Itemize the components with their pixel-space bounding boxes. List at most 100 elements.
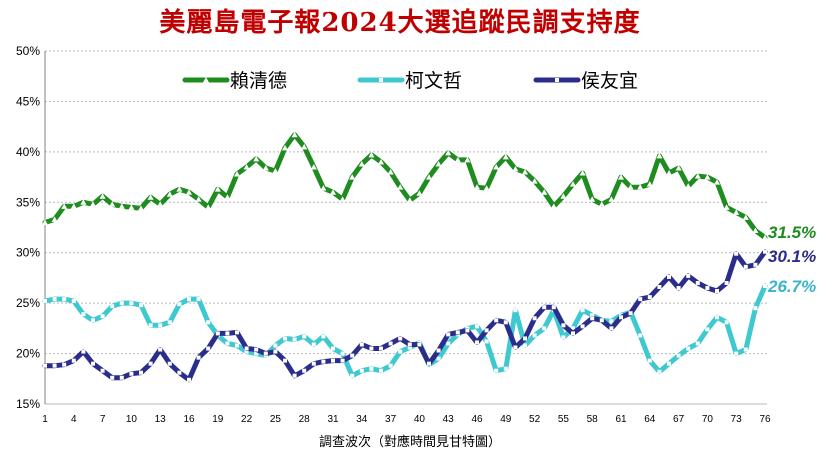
x-tick-label: 4 xyxy=(71,414,77,425)
y-tick-label: 45% xyxy=(16,94,40,108)
x-axis-ticks: 1 4 7 10 13 16 19 22 25 28 31 34 37 40 43 46 49 52 55 58 61 6… xyxy=(42,414,771,425)
x-tick-label: 25 xyxy=(270,414,282,425)
data-point xyxy=(331,358,335,363)
data-point xyxy=(158,347,163,352)
data-point xyxy=(379,368,383,373)
x-tick-label: 43 xyxy=(443,414,455,425)
data-point xyxy=(283,358,287,363)
data-point xyxy=(503,320,508,325)
data-point xyxy=(724,320,729,325)
legend-marker xyxy=(379,78,383,82)
data-point xyxy=(350,353,355,358)
data-point xyxy=(571,331,575,336)
x-tick-label: 64 xyxy=(644,414,656,425)
legend-label: 柯文哲 xyxy=(405,70,462,92)
data-point xyxy=(243,163,250,170)
data-point xyxy=(483,185,490,191)
data-point xyxy=(694,173,701,179)
x-tick-label: 46 xyxy=(471,414,483,425)
legend-marker xyxy=(203,77,209,83)
data-point xyxy=(368,151,375,158)
data-point xyxy=(532,333,537,338)
data-point xyxy=(310,163,317,170)
data-point xyxy=(484,328,489,333)
data-point xyxy=(62,297,67,302)
data-point xyxy=(454,156,461,163)
data-point xyxy=(129,301,134,306)
data-point xyxy=(109,201,116,207)
data-point xyxy=(676,353,681,358)
data-point xyxy=(724,280,729,285)
data-point xyxy=(474,184,480,190)
data-point xyxy=(676,286,681,291)
data-point xyxy=(110,304,115,309)
data-point xyxy=(331,346,335,351)
x-tick-label: 7 xyxy=(100,414,106,425)
data-point xyxy=(166,191,173,197)
data-point xyxy=(262,164,269,171)
data-point xyxy=(196,297,201,302)
data-point xyxy=(234,171,240,177)
data-point xyxy=(186,189,192,195)
data-point xyxy=(311,342,316,347)
data-point xyxy=(734,351,739,356)
data-point xyxy=(187,377,191,382)
data-point xyxy=(753,306,758,311)
data-point xyxy=(196,355,201,360)
x-tick-label: 31 xyxy=(327,414,339,425)
x-tick-label: 13 xyxy=(155,414,167,425)
data-point xyxy=(235,343,239,348)
data-point xyxy=(91,361,95,366)
data-point xyxy=(71,299,76,304)
data-point xyxy=(522,169,528,175)
data-point xyxy=(743,264,748,269)
data-point xyxy=(206,346,211,351)
data-point xyxy=(541,189,548,195)
x-tick-label: 67 xyxy=(673,414,685,425)
data-point xyxy=(225,341,230,346)
data-point xyxy=(695,341,700,346)
grid-lines xyxy=(44,50,767,405)
data-point xyxy=(598,201,605,207)
data-point xyxy=(464,156,471,163)
data-point xyxy=(43,299,47,304)
data-point xyxy=(195,196,202,202)
data-point xyxy=(667,274,671,279)
data-point xyxy=(139,370,143,375)
data-point xyxy=(43,363,47,368)
legend-item: 賴清德 xyxy=(182,70,287,92)
data-point xyxy=(608,196,615,202)
data-point xyxy=(70,203,77,209)
data-point xyxy=(263,351,268,356)
data-point xyxy=(177,370,182,375)
data-point xyxy=(446,332,451,337)
data-point xyxy=(81,312,86,317)
data-point xyxy=(609,319,614,324)
data-point xyxy=(675,164,682,171)
data-point xyxy=(177,302,182,307)
data-point xyxy=(311,361,316,366)
data-point xyxy=(465,328,470,333)
data-point xyxy=(427,361,431,366)
data-point xyxy=(656,152,663,159)
data-point xyxy=(475,324,479,329)
data-point xyxy=(369,346,374,351)
data-point xyxy=(627,184,634,190)
data-point xyxy=(148,323,153,328)
data-point xyxy=(379,346,383,351)
data-point xyxy=(628,311,633,316)
data-point xyxy=(158,323,163,328)
data-point xyxy=(129,371,134,376)
x-tick-label: 61 xyxy=(615,414,627,425)
x-tick-label: 37 xyxy=(385,414,397,425)
data-point xyxy=(455,330,460,335)
data-point xyxy=(753,262,758,267)
data-point xyxy=(513,308,518,313)
data-point xyxy=(80,199,87,205)
data-point xyxy=(358,160,365,167)
data-point xyxy=(715,315,719,320)
data-point xyxy=(435,160,442,167)
data-point xyxy=(330,189,336,195)
data-point xyxy=(349,174,356,180)
data-point xyxy=(647,358,652,363)
